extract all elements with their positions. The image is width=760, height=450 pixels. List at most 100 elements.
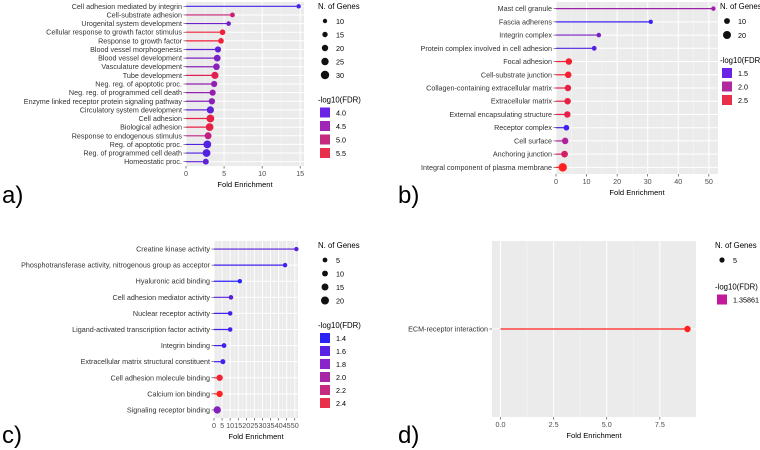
- color-legend-label: 1.35861: [733, 296, 759, 305]
- size-legend-label: 20: [738, 31, 746, 40]
- category-label: Integral component of plasma membrane: [421, 163, 552, 172]
- category-label: Tube development: [123, 71, 182, 80]
- size-legend-label: 5: [336, 256, 340, 265]
- size-legend-dot: [322, 257, 328, 263]
- lollipop-point: [561, 150, 568, 158]
- x-axis-title: Fold Enrichment: [566, 431, 622, 440]
- category-label: Collagen-containing extracellular matrix: [426, 84, 552, 93]
- x-tick-label: 45: [283, 421, 291, 430]
- color-legend-swatch: [320, 107, 330, 118]
- panel-label: c): [2, 422, 22, 449]
- size-legend-dot: [320, 70, 330, 80]
- category-label: Biological adhesion: [120, 123, 182, 132]
- color-legend-label: 5.0: [336, 136, 346, 145]
- size-legend-label: 20: [336, 297, 344, 306]
- x-tick-label: 20: [613, 177, 621, 186]
- lollipop-point: [213, 54, 221, 62]
- size-legend-title: N. of Genes: [318, 2, 360, 11]
- category-label: Mast cell granule: [498, 4, 552, 13]
- x-tick-label: 7.5: [655, 420, 665, 429]
- category-label: Phosphotransferase activity, nitrogenous…: [21, 261, 210, 270]
- size-legend-dot: [723, 31, 731, 39]
- color-legend-label: 5.5: [336, 149, 346, 158]
- size-legend-label: 10: [738, 17, 746, 26]
- lollipop-point: [563, 124, 570, 131]
- category-label: Extracellular matrix structural constitu…: [81, 357, 210, 366]
- color-legend-swatch: [320, 359, 330, 369]
- x-axis-title: Fold Enrichment: [228, 432, 284, 441]
- color-legend-label: 2.4: [336, 399, 346, 408]
- lollipop-point: [230, 12, 235, 18]
- size-legend-label: 25: [336, 58, 344, 67]
- lollipop-point: [213, 63, 220, 71]
- lollipop-point: [209, 89, 216, 96]
- color-legend-title: -log10(FDR): [720, 56, 760, 65]
- x-tick-label: 5.0: [602, 420, 612, 429]
- color-legend-title: -log10(FDR): [318, 321, 361, 330]
- size-legend-label: 10: [336, 270, 344, 279]
- lollipop-point: [202, 149, 211, 157]
- color-legend-swatch: [717, 294, 727, 305]
- lollipop-point: [564, 84, 572, 92]
- category-label: Extracellular matrix: [491, 97, 553, 106]
- category-label: Cell adhesion molecule binding: [111, 373, 211, 382]
- lollipop-point: [216, 374, 223, 381]
- color-legend-label: 2.0: [336, 373, 346, 382]
- lollipop-point: [227, 311, 233, 316]
- size-legend-dot: [321, 44, 329, 52]
- size-legend-label: 30: [336, 71, 344, 80]
- category-label: Enzyme linked receptor protein signaling…: [24, 97, 183, 106]
- color-legend-label: 2.0: [738, 83, 748, 92]
- lollipop-point: [218, 38, 224, 44]
- lollipop-point: [296, 4, 301, 9]
- lollipop-point: [294, 246, 299, 252]
- color-legend-title: -log10(FDR): [318, 96, 361, 105]
- category-label: Homeostatic proc.: [124, 157, 182, 166]
- size-legend-label: 20: [336, 44, 344, 53]
- chart-panel-1: 0 5 10 15 Fold Enrichment Cell adhesion media…: [2, 2, 361, 209]
- category-label: Protein complex involved in cell adhesio…: [421, 44, 552, 53]
- x-tick-label: 50: [705, 177, 713, 186]
- lollipop-point: [216, 390, 223, 398]
- lollipop-point: [213, 406, 221, 414]
- category-label: Anchoring junction: [493, 150, 552, 159]
- color-legend-swatch: [722, 81, 732, 92]
- color-legend-swatch: [722, 68, 732, 78]
- category-label: Integrin binding: [161, 341, 210, 350]
- category-label: Cell adhesion mediated by integrin: [72, 2, 182, 11]
- lollipop-point: [237, 279, 243, 284]
- x-tick-label: 0.0: [496, 420, 506, 429]
- color-legend-swatch: [320, 385, 330, 395]
- panel-label: d): [398, 422, 419, 449]
- lollipop-point: [564, 71, 572, 79]
- category-label: Ligand-activated transcription factor ac…: [72, 325, 210, 334]
- x-tick-label: 30: [258, 421, 266, 430]
- x-tick-label: 15: [234, 421, 242, 430]
- color-legend-swatch: [320, 398, 330, 408]
- color-legend-label: 4.0: [336, 109, 346, 118]
- x-tick-label: 10: [226, 421, 234, 430]
- category-label: Signaling receptor binding: [127, 405, 210, 414]
- category-label: Response to growth factor: [98, 36, 183, 45]
- color-legend-label: 1.8: [336, 360, 346, 369]
- size-legend-dot: [322, 270, 328, 277]
- category-label: Reg. of programmed cell death: [83, 149, 182, 158]
- lollipop-point: [208, 98, 216, 105]
- color-legend-label: 2.5: [738, 96, 748, 105]
- size-legend-dot: [724, 18, 730, 24]
- x-tick-label: 25: [250, 421, 258, 430]
- lollipop-point: [227, 327, 233, 332]
- size-legend-dot: [719, 257, 725, 263]
- x-tick-label: 50: [291, 421, 299, 430]
- category-label: Cell surface: [514, 136, 552, 145]
- lollipop-point: [711, 6, 716, 11]
- category-label: Calcium ion binding: [147, 389, 210, 398]
- category-label: Vasculature development: [101, 62, 182, 71]
- color-legend-swatch: [722, 95, 732, 105]
- lollipop-point: [564, 111, 571, 118]
- category-label: Response to endogenous stimulus: [72, 131, 183, 140]
- panel-label: b): [398, 182, 419, 209]
- color-legend-swatch: [320, 121, 330, 131]
